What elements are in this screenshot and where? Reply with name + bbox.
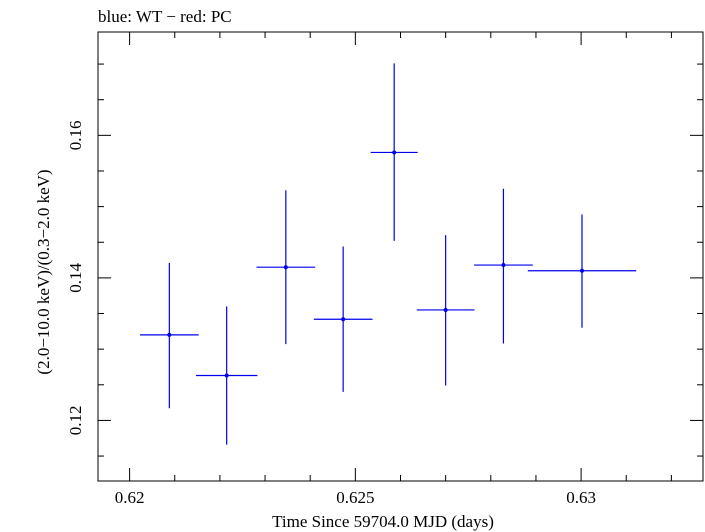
data-point: [167, 332, 172, 337]
series-wt: [139, 63, 637, 445]
x-axis-ticks: 0.62 0.625 0.63: [115, 32, 672, 507]
x-tick-label: 0.62: [115, 488, 145, 507]
data-series: [139, 63, 637, 445]
data-point: [392, 150, 397, 155]
y-tick-label: 0.16: [66, 120, 85, 150]
plot-frame: [97, 31, 704, 482]
x-tick-label: 0.63: [566, 488, 596, 507]
data-point: [224, 373, 229, 378]
data-point: [580, 268, 584, 273]
data-point: [283, 265, 288, 270]
data-point: [341, 317, 346, 322]
x-axis-label: Time Since 59704.0 MJD (days): [272, 512, 494, 531]
x-tick-label: 0.625: [336, 488, 374, 507]
chart-title: blue: WT − red: PC: [98, 7, 232, 26]
y-axis-label: (2.0−10.0 keV)/(0.3−2.0 keV): [34, 169, 53, 374]
y-tick-label: 0.12: [66, 406, 85, 436]
y-tick-label: 0.14: [66, 263, 85, 293]
data-point: [443, 307, 448, 312]
data-point: [501, 263, 506, 268]
y-axis-ticks: 0.12 0.14 0.16: [66, 63, 703, 457]
